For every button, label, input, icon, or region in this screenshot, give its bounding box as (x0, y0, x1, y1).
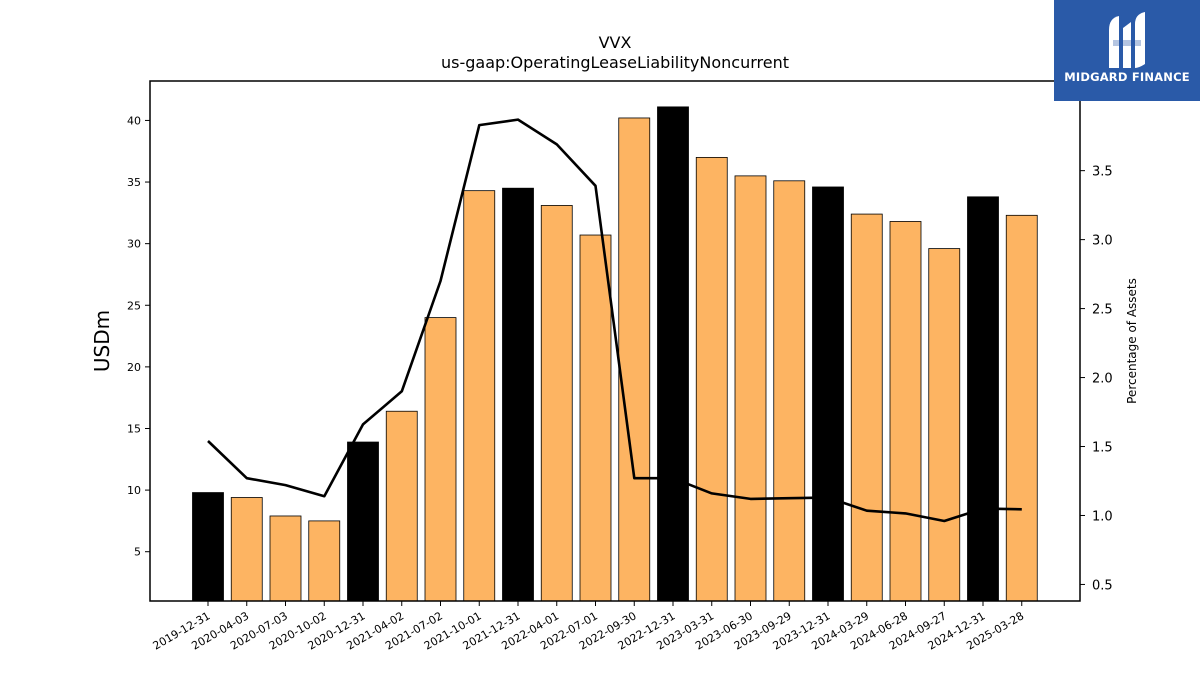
line-group (207, 118, 1022, 523)
bar-2022-09-30 (618, 117, 651, 602)
midgard-logo-icon (1109, 12, 1145, 68)
chart-title: VVX (599, 33, 632, 52)
chart-subtitle: us-gaap:OperatingLeaseLiabilityNoncurren… (441, 53, 789, 72)
bar-2022-07-01 (579, 234, 612, 602)
y-tick-label-10: 10 (127, 484, 141, 497)
y2-tick-label-3.0: 3.0 (1092, 234, 1113, 249)
bar-2023-06-30 (734, 175, 767, 602)
y2-tick-label-1.5: 1.5 (1092, 441, 1113, 456)
y-axis-left: 5 10 15 20 25 30 35 40 (127, 114, 150, 559)
y-tick-label-40: 40 (127, 114, 141, 127)
bar-2023-09-29 (773, 180, 806, 602)
bar-2021-04-02 (385, 410, 418, 602)
y2-tick-label-2.0: 2.0 (1092, 372, 1113, 387)
y-tick-label-25: 25 (127, 299, 141, 312)
bar-2021-12-31 (502, 187, 534, 602)
bar-2020-10-02 (308, 520, 341, 602)
percentage-of-assets-line (207, 118, 1022, 523)
bar-2023-03-31 (695, 156, 728, 602)
y-tick-label-5: 5 (134, 546, 141, 559)
logo-text: MIDGARD FINANCE (1064, 70, 1190, 84)
bar-group (192, 106, 1038, 602)
bar-2022-12-31 (657, 106, 689, 602)
bar-2022-04-01 (540, 205, 573, 602)
y-tick-label-35: 35 (127, 176, 141, 189)
bar-2020-04-03 (230, 497, 263, 602)
y-tick-label-30: 30 (127, 238, 141, 251)
midgard-logo: MIDGARD FINANCE (1054, 0, 1200, 101)
y-tick-label-15: 15 (127, 422, 141, 435)
y-axis-right: 0.5 1.0 1.5 2.0 2.5 3.0 3.5 (1080, 165, 1113, 593)
bar-2019-12-31 (192, 492, 224, 602)
bar-2021-07-02 (424, 317, 457, 602)
bar-2024-06-28 (889, 221, 922, 602)
bar-2021-10-01 (463, 190, 496, 602)
y2-axis-label: Percentage of Assets (1125, 278, 1139, 404)
bar-2024-09-27 (928, 248, 961, 602)
bar-2024-03-29 (850, 213, 883, 602)
bar-2024-12-31 (967, 196, 999, 602)
y2-tick-label-3.5: 3.5 (1092, 165, 1113, 180)
y-axis-label: USDm (90, 310, 114, 372)
x-axis: 2019-12-312020-04-032020-07-032020-10-02… (151, 601, 1026, 653)
y2-tick-label-2.5: 2.5 (1092, 303, 1113, 318)
plot-frame (149, 80, 1081, 602)
bar-2020-12-31 (347, 441, 379, 602)
bar-2020-07-03 (269, 515, 302, 602)
y2-tick-label-0.5: 0.5 (1092, 578, 1113, 593)
bar-2025-03-28 (1005, 214, 1038, 602)
y-tick-label-20: 20 (127, 361, 141, 374)
y2-tick-label-1.0: 1.0 (1092, 509, 1113, 524)
bar-2023-12-31 (812, 186, 844, 602)
